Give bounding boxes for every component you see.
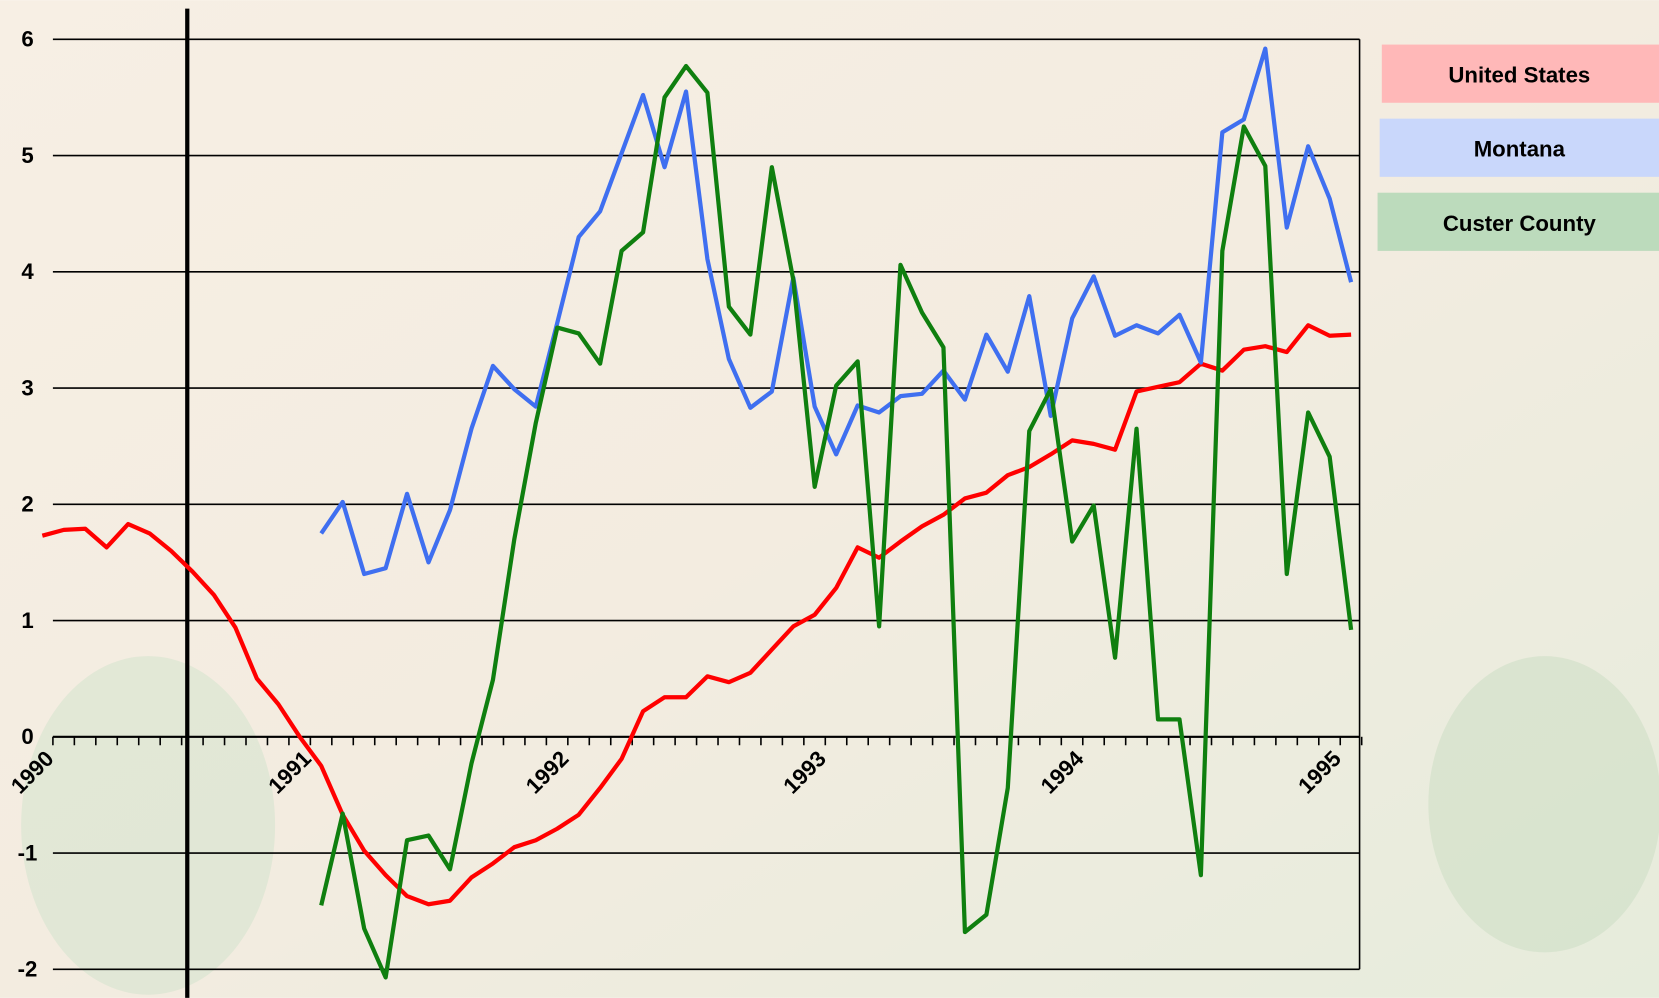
legend-box: [1381, 44, 1659, 103]
series-line: [319, 63, 1354, 980]
legend-label: Custer County: [1443, 211, 1597, 236]
y-tick-label: 5: [21, 143, 33, 168]
y-tick-label: 4: [21, 259, 34, 284]
y-tick-label: 1: [21, 608, 33, 633]
decoration: [1428, 656, 1659, 953]
legend-box: [1379, 118, 1659, 177]
legend-box: [1377, 192, 1659, 251]
y-tick-label: 3: [21, 375, 33, 400]
decoration: [21, 656, 276, 995]
y-tick-label: -2: [18, 957, 38, 982]
legend-label: United States: [1448, 63, 1590, 88]
series-line: [41, 323, 1352, 907]
legend-label: Montana: [1474, 137, 1566, 162]
y-tick-label: 0: [21, 724, 33, 749]
series-line: [319, 46, 1354, 577]
y-tick-label: 2: [21, 492, 33, 517]
y-tick-label: 6: [21, 27, 33, 52]
y-tick-label: -1: [18, 840, 38, 865]
